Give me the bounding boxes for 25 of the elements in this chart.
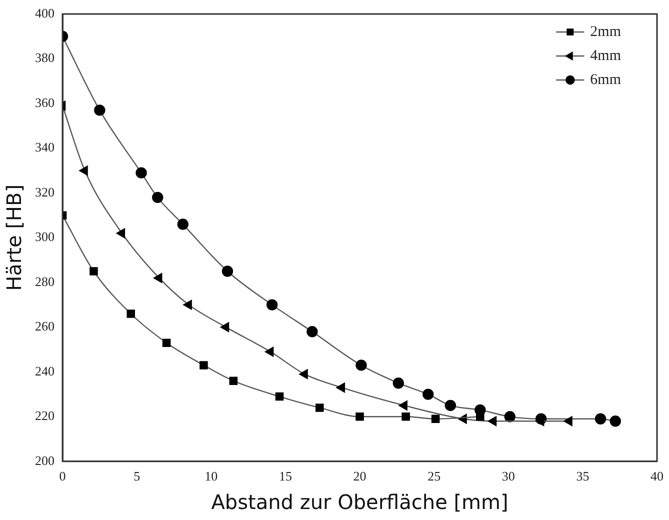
y-tick-label: 360 [35, 94, 54, 110]
y-tick-label: 300 [35, 229, 54, 244]
legend-label: 2mm [590, 24, 622, 40]
x-tick-label: 30 [502, 468, 515, 484]
y-axis-title: Härte [HB] [2, 184, 26, 291]
y-tick-label: 340 [35, 140, 54, 155]
legend-label: 4mm [590, 48, 622, 64]
x-tick-label: 25 [428, 468, 441, 484]
x-tick-label: 10 [204, 468, 218, 484]
y-tick-label: 280 [35, 274, 54, 289]
x-tick-label: 5 [134, 468, 140, 484]
y-tick-label: 400 [35, 5, 54, 20]
y-tick-label: 320 [35, 184, 54, 200]
x-tick-label: 40 [650, 468, 664, 484]
x-tick-label: 35 [576, 468, 590, 484]
y-tick-label: 220 [35, 408, 54, 424]
x-tick-label: 0 [59, 468, 66, 484]
x-tick-label: 20 [353, 468, 366, 484]
y-tick-label: 380 [35, 50, 54, 66]
y-tick-label: 260 [35, 318, 54, 334]
x-tick-label: 15 [278, 468, 292, 484]
y-tick-label: 200 [35, 452, 54, 468]
x-axis-title: Abstand zur Oberfläche [mm] [211, 490, 508, 514]
legend-label: 6mm [590, 72, 622, 88]
y-tick-label: 240 [35, 363, 54, 378]
